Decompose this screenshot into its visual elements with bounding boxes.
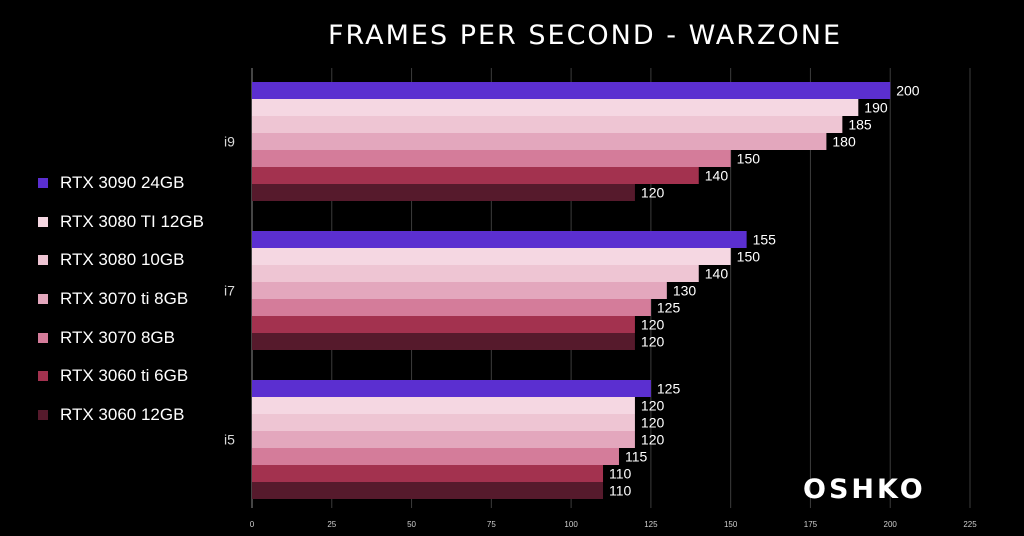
data-label: 120 <box>641 398 665 414</box>
bar <box>252 431 635 448</box>
legend-label: RTX 3060 ti 6GB <box>60 366 189 386</box>
data-label: 110 <box>609 483 632 499</box>
data-label: 120 <box>641 415 665 431</box>
legend-item: RTX 3070 8GB <box>38 318 204 357</box>
legend-swatch <box>38 409 48 420</box>
bar <box>252 265 699 282</box>
legend-item: RTX 3060 12GB <box>38 396 204 435</box>
data-label: 115 <box>625 449 648 465</box>
bar <box>252 465 604 482</box>
bar <box>252 116 843 133</box>
chart-title: FRAMES PER SECOND - WARZONE <box>327 20 843 51</box>
legend-swatch <box>38 371 48 382</box>
legend-swatch <box>38 294 48 305</box>
legend-swatch <box>38 216 48 227</box>
bar <box>252 231 747 248</box>
chart-legend: RTX 3090 24GB RTX 3080 TI 12GB RTX 3080 10… <box>38 164 204 434</box>
data-label: 140 <box>705 266 729 282</box>
data-label: 120 <box>641 317 665 333</box>
bar <box>252 333 635 350</box>
data-label: 180 <box>832 134 856 150</box>
x-tick-label: 225 <box>963 520 977 529</box>
legend-swatch <box>38 255 48 266</box>
legend-label: RTX 3070 8GB <box>60 327 175 347</box>
bar <box>252 150 731 167</box>
bar <box>252 133 827 150</box>
legend-swatch <box>38 332 48 343</box>
data-label: 185 <box>848 117 872 133</box>
x-tick-label: 175 <box>804 520 818 529</box>
brand-logo: OSHKO <box>803 474 926 505</box>
x-tick-label: 100 <box>564 520 578 529</box>
x-tick-label: 25 <box>327 520 336 529</box>
data-label: 190 <box>864 100 888 116</box>
data-label: 200 <box>896 83 920 99</box>
y-category-label: i7 <box>224 283 235 299</box>
legend-item: RTX 3070 ti 8GB <box>38 280 204 319</box>
data-label: 125 <box>657 300 681 316</box>
bar <box>252 99 859 116</box>
bar <box>252 82 891 99</box>
data-label: 120 <box>641 334 665 350</box>
bar <box>252 482 604 499</box>
legend-label: RTX 3080 10GB <box>60 250 185 270</box>
legend-swatch <box>38 178 48 189</box>
data-label: 125 <box>657 381 681 397</box>
bar <box>252 414 635 431</box>
x-tick-label: 0 <box>250 520 255 529</box>
legend-item: RTX 3060 ti 6GB <box>38 357 204 396</box>
x-tick-label: 150 <box>724 520 738 529</box>
bar <box>252 282 667 299</box>
x-tick-label: 75 <box>487 520 496 529</box>
x-tick-label: 200 <box>884 520 898 529</box>
bar <box>252 248 731 265</box>
y-category-label: i9 <box>224 134 235 150</box>
data-label: 110 <box>609 466 632 482</box>
x-tick-label: 125 <box>644 520 658 529</box>
bar <box>252 448 619 465</box>
data-label: 120 <box>641 185 665 201</box>
bar <box>252 397 635 414</box>
bar <box>252 316 635 333</box>
data-label: 150 <box>737 249 761 265</box>
bar <box>252 167 699 184</box>
bar <box>252 380 651 397</box>
data-label: 150 <box>737 151 761 167</box>
data-label: 120 <box>641 432 665 448</box>
x-tick-label: 50 <box>407 520 416 529</box>
legend-item: RTX 3080 TI 12GB <box>38 203 204 242</box>
y-category-label: i5 <box>224 432 235 448</box>
legend-item: RTX 3090 24GB <box>38 164 204 203</box>
legend-label: RTX 3060 12GB <box>60 404 185 424</box>
legend-label: RTX 3070 ti 8GB <box>60 289 189 309</box>
data-label: 130 <box>673 283 697 299</box>
legend-label: RTX 3080 TI 12GB <box>60 211 204 231</box>
bar <box>252 184 635 201</box>
data-label: 140 <box>705 168 729 184</box>
legend-item: RTX 3080 10GB <box>38 241 204 280</box>
bar <box>252 299 651 316</box>
legend-label: RTX 3090 24GB <box>60 173 185 193</box>
data-label: 155 <box>753 232 777 248</box>
